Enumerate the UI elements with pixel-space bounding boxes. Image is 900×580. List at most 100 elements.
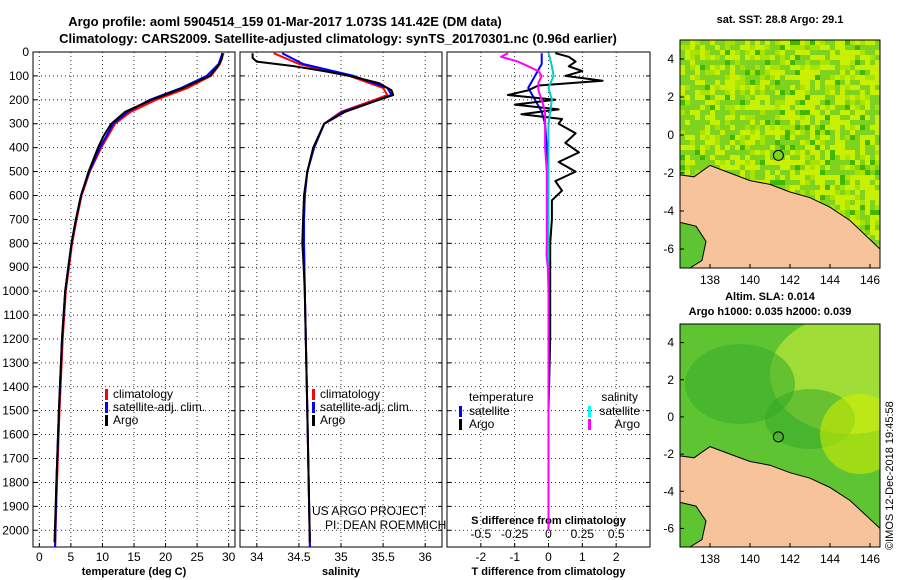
- sst-cell: [855, 190, 860, 195]
- sst-cell: [745, 50, 750, 55]
- sst-cell: [775, 65, 780, 70]
- sst-cell: [730, 80, 735, 85]
- sst-cell: [790, 110, 795, 115]
- sst-cell: [870, 225, 875, 230]
- map-y-tick-label: 0: [667, 128, 674, 142]
- map-content: [680, 324, 880, 547]
- sst-cell: [710, 110, 715, 115]
- sst-cell: [710, 155, 715, 160]
- sst-cell: [825, 60, 830, 65]
- sst-cell: [865, 155, 870, 160]
- credit-pi: PI: DEAN ROEMMICH: [325, 518, 446, 532]
- sst-cell: [850, 60, 855, 65]
- sst-cell: [700, 80, 705, 85]
- sst-cell: [855, 160, 860, 165]
- legend-label: satellite-adj. clim.: [320, 400, 412, 414]
- sst-cell: [775, 50, 780, 55]
- map-title: sat. SST: 28.8 Argo: 29.1: [717, 14, 844, 26]
- sst-cell: [855, 75, 860, 80]
- sst-cell: [785, 40, 790, 45]
- sst-cell: [775, 120, 780, 125]
- map-y-tick-label: -4: [663, 484, 674, 498]
- sst-cell: [810, 170, 815, 175]
- sst-cell: [765, 155, 770, 160]
- sst-cell: [870, 195, 875, 200]
- sst-cell: [815, 165, 820, 170]
- sst-cell: [865, 200, 870, 205]
- sst-cell: [695, 110, 700, 115]
- depth-tick-label: 1600: [2, 428, 29, 442]
- depth-tick-label: 1800: [2, 475, 29, 489]
- sst-cell: [690, 65, 695, 70]
- sst-cell: [840, 185, 845, 190]
- sst-cell: [820, 180, 825, 185]
- sst-cell: [725, 160, 730, 165]
- sst-cell: [735, 155, 740, 160]
- sst-cell: [875, 70, 880, 75]
- sst-cell: [780, 115, 785, 120]
- legend-label: climatology: [113, 387, 173, 401]
- sst-cell: [690, 55, 695, 60]
- depth-tick-label: 100: [9, 69, 29, 83]
- sst-cell: [735, 55, 740, 60]
- sst-cell: [680, 110, 685, 115]
- sst-cell: [750, 170, 755, 175]
- sst-cell: [765, 70, 770, 75]
- sst-cell: [745, 130, 750, 135]
- sst-cell: [815, 85, 820, 90]
- sst-cell: [805, 105, 810, 110]
- sst-cell: [825, 90, 830, 95]
- sst-cell: [805, 50, 810, 55]
- sst-cell: [835, 130, 840, 135]
- sst-cell: [865, 225, 870, 230]
- sst-cell: [770, 105, 775, 110]
- sst-cell: [870, 140, 875, 145]
- sst-cell: [820, 145, 825, 150]
- sst-cell: [860, 220, 865, 225]
- sst-cell: [800, 40, 805, 45]
- legend-label: satellite-adj. clim.: [113, 400, 205, 414]
- sst-cell: [795, 45, 800, 50]
- sst-cell: [820, 125, 825, 130]
- sst-cell: [845, 135, 850, 140]
- sst-cell: [870, 65, 875, 70]
- sst-cell: [815, 120, 820, 125]
- sst-cell: [850, 125, 855, 130]
- sst-cell: [800, 45, 805, 50]
- sst-cell: [860, 55, 865, 60]
- sst-cell: [735, 85, 740, 90]
- sst-cell: [865, 115, 870, 120]
- sst-cell: [870, 75, 875, 80]
- sst-cell: [760, 75, 765, 80]
- sst-cell: [865, 135, 870, 140]
- depth-tick-label: 2000: [2, 523, 29, 537]
- sst-cell: [870, 185, 875, 190]
- panel-salinity: 34 34.5 35 35.5 36 salinity climatologysatelli…: [239, 51, 443, 578]
- sst-cell: [810, 65, 815, 70]
- map-y-tick-label: -2: [663, 166, 674, 180]
- sst-cell: [875, 190, 880, 195]
- sst-cell: [855, 175, 860, 180]
- sst-cell: [860, 135, 865, 140]
- sst-cell: [760, 45, 765, 50]
- sst-cell: [820, 185, 825, 190]
- sst-cell: [760, 150, 765, 155]
- sst-cell: [865, 105, 870, 110]
- sst-cell: [745, 140, 750, 145]
- sst-cell: [865, 185, 870, 190]
- sst-cell: [780, 165, 785, 170]
- sst-cell: [820, 170, 825, 175]
- sst-cell: [850, 175, 855, 180]
- sst-cell: [725, 95, 730, 100]
- sst-cell: [695, 75, 700, 80]
- sst-cell: [840, 95, 845, 100]
- map-y-tick-label: 4: [667, 336, 674, 350]
- sst-cell: [835, 115, 840, 120]
- sst-cell: [770, 160, 775, 165]
- sst-cell: [805, 110, 810, 115]
- sst-cell: [785, 110, 790, 115]
- x-axis-label: temperature (deg C): [82, 566, 187, 578]
- sst-cell: [810, 55, 815, 60]
- sst-cell: [755, 55, 760, 60]
- sst-cell: [715, 65, 720, 70]
